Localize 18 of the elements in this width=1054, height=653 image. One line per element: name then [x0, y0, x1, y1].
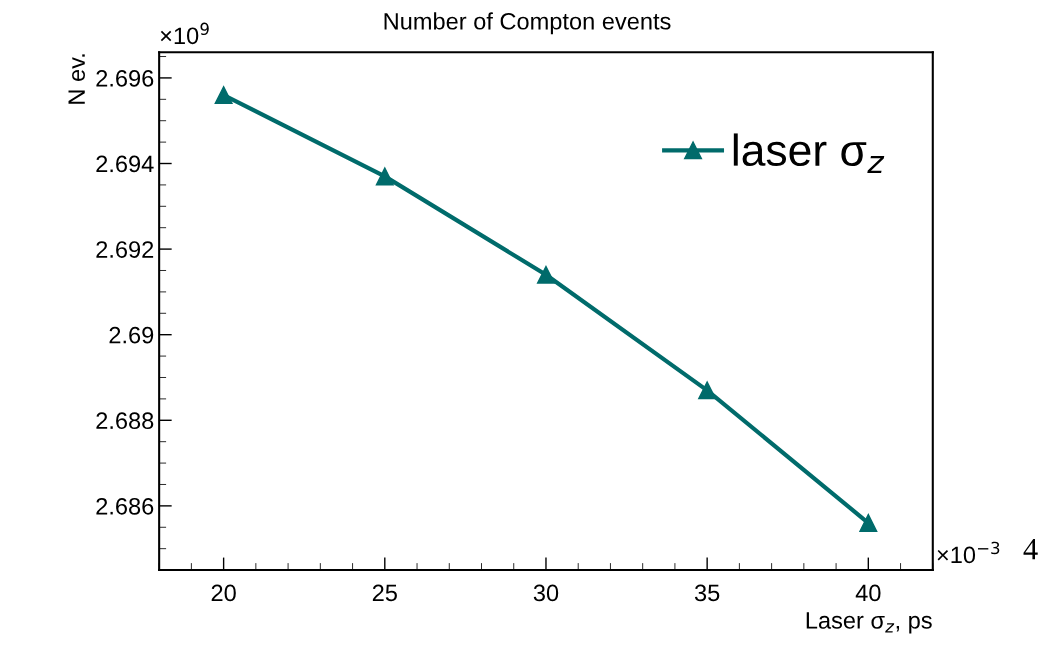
- x-tick-label: 20: [211, 584, 236, 602]
- x-tick-label: 25: [372, 584, 397, 602]
- y-tick-label: 2.686: [96, 497, 154, 515]
- x-axis-title: Laser σ$_{z}$, ps: [806, 612, 932, 634]
- legend-label: laser σ$_{z}$: [733, 133, 885, 173]
- y-tick-label: 2.692: [96, 241, 154, 258]
- y-axis-title: N ev.: [68, 54, 85, 104]
- text: ×10$^{−3}$: [937, 541, 1000, 564]
- text: 4: [1023, 539, 1038, 560]
- y-tick-label: 2.696: [96, 69, 154, 87]
- x-tick-label: 35: [694, 584, 720, 602]
- x-tick-label: 30: [533, 584, 559, 602]
- y-tick-label: 2.694: [96, 155, 154, 173]
- chart-title: Number of Compton events: [384, 12, 671, 35]
- y-tick-label: 2.69: [109, 326, 154, 344]
- x-tick-label: 40: [855, 584, 881, 602]
- y-tick-label: 2.688: [96, 412, 154, 430]
- text: ×10$^{9}$: [160, 22, 209, 45]
